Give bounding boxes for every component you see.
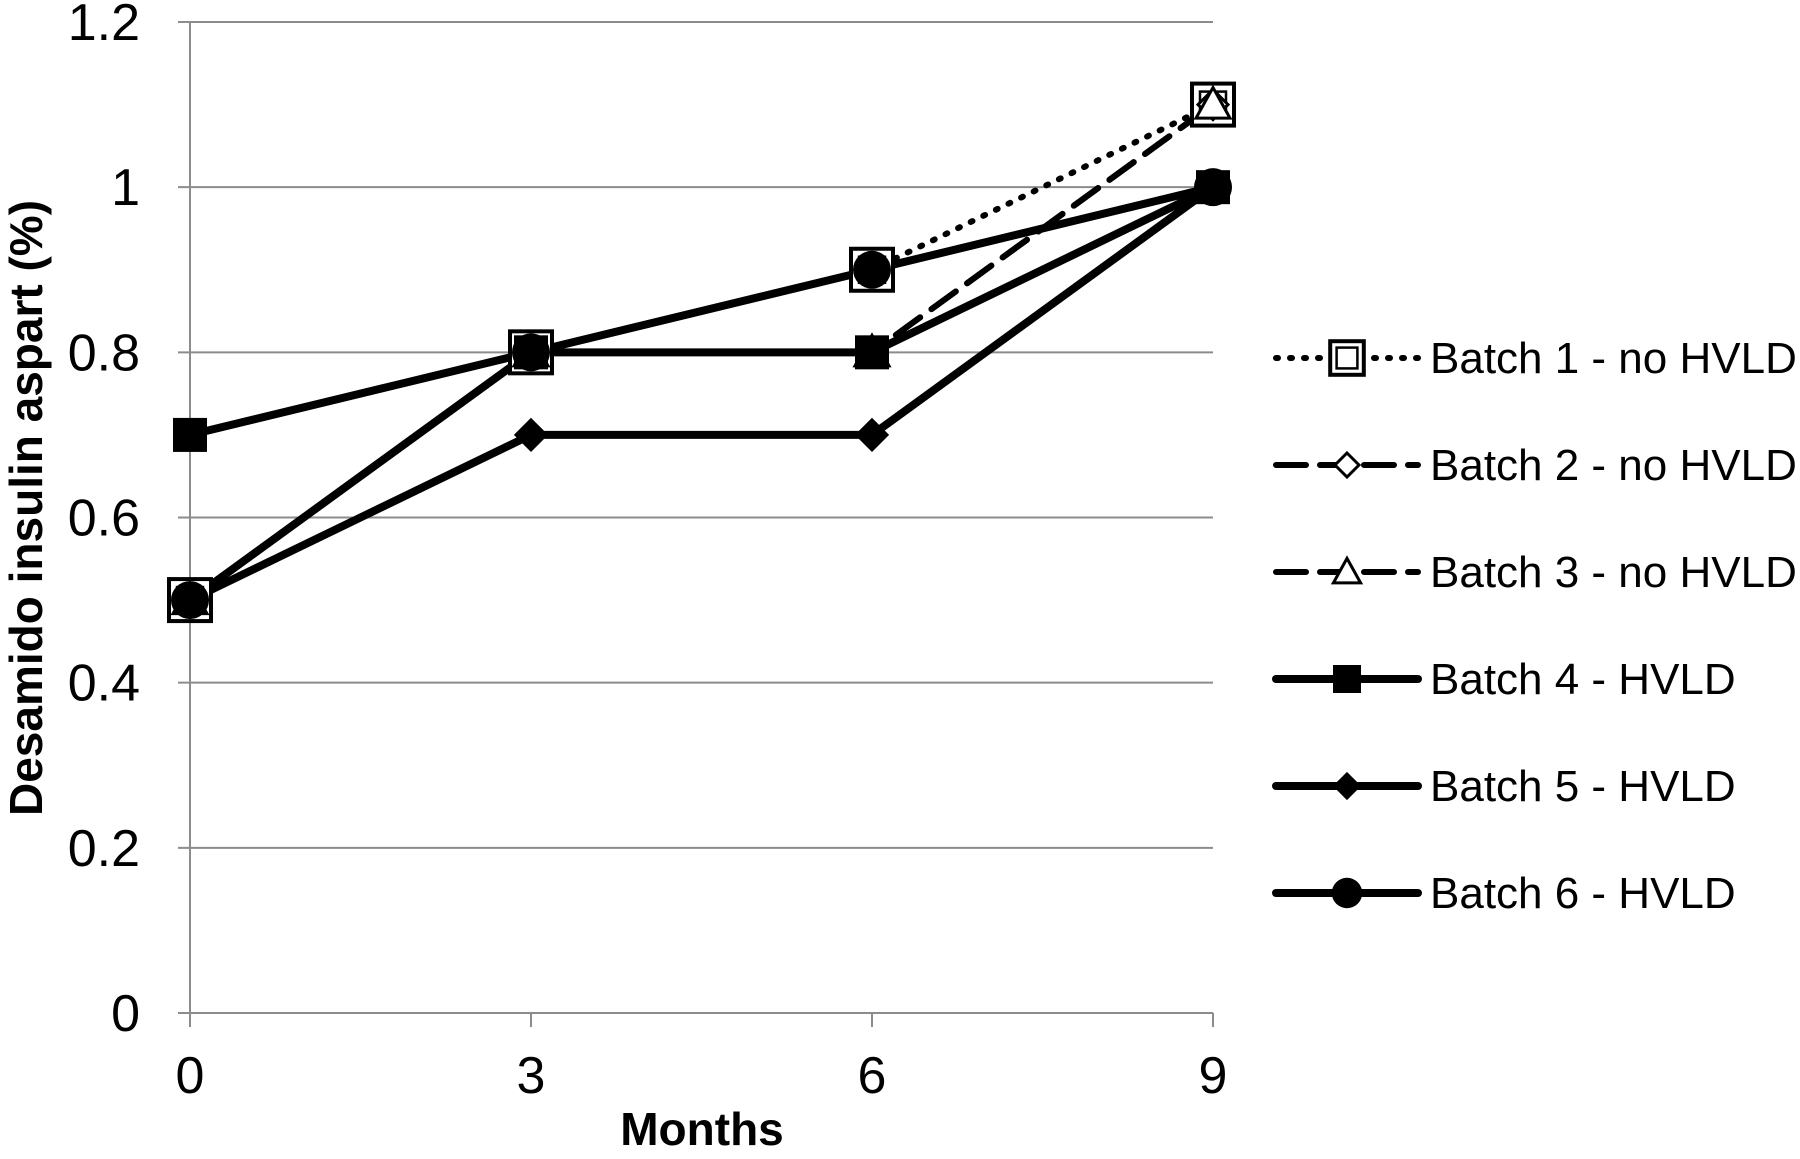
x-tick-label: 6 (858, 1047, 887, 1105)
y-tick-label: 1.2 (68, 0, 140, 52)
legend: Batch 1 - no HVLD Batch 2 - no HVLD Batch … (1272, 334, 1797, 918)
x-tick-label: 0 (176, 1047, 205, 1105)
data-point-series-6 (1194, 168, 1232, 207)
grid-lines (178, 21, 1213, 849)
data-point-series-3 (1193, 84, 1233, 120)
series-markers (167, 81, 1236, 624)
series-line-4 (186, 183, 1217, 439)
legend-label: Batch 4 - HVLD (1430, 655, 1736, 704)
legend-marker (1332, 771, 1362, 801)
legend-marker (1330, 555, 1364, 585)
x-tick-label: 3 (517, 1047, 546, 1105)
series-lines (186, 101, 1217, 605)
legend-label: Batch 5 - HVLD (1430, 762, 1736, 811)
y-tick-label: 0.6 (68, 490, 140, 548)
data-point-series-5 (854, 417, 890, 453)
y-tick-label: 1 (111, 159, 140, 217)
data-point-series-4 (173, 417, 207, 452)
y-axis-title: Desamido insulin aspart (%) (0, 200, 52, 816)
legend-marker (1328, 339, 1366, 377)
legend-label: Batch 2 - no HVLD (1430, 441, 1797, 490)
axes (178, 22, 1214, 1027)
x-axis-title: Months (620, 1103, 784, 1155)
series-line-5 (186, 183, 1217, 605)
data-point-series-4 (855, 335, 889, 370)
legend-item: Batch 5 - HVLD (1272, 762, 1736, 811)
x-tick-labels: 0 3 6 9 (176, 1047, 1228, 1105)
y-tick-label: 0 (111, 985, 140, 1043)
legend-label: Batch 3 - no HVLD (1430, 548, 1797, 597)
legend-marker (1331, 877, 1363, 909)
series-line-6 (186, 183, 1217, 605)
data-point-series-5 (513, 417, 549, 453)
legend-item: Batch 6 - HVLD (1272, 869, 1736, 918)
legend-marker (1332, 450, 1362, 480)
data-point-series-6 (512, 333, 550, 372)
y-tick-labels: 0 0.2 0.4 0.6 0.8 1 1.2 (68, 0, 140, 1043)
legend-label: Batch 6 - HVLD (1430, 869, 1736, 918)
data-point-series-6 (853, 250, 891, 289)
data-point-series-6 (171, 581, 209, 620)
legend-item: Batch 3 - no HVLD (1273, 548, 1797, 597)
legend-marker-inner (1335, 346, 1359, 370)
y-tick-label: 0.2 (68, 820, 140, 878)
legend-item: Batch 4 - HVLD (1272, 655, 1736, 704)
legend-label: Batch 1 - no HVLD (1430, 334, 1797, 383)
legend-item: Batch 2 - no HVLD (1273, 441, 1797, 490)
legend-marker (1333, 665, 1361, 693)
y-tick-label: 0.8 (68, 324, 140, 382)
x-tick-label: 9 (1199, 1047, 1228, 1105)
legend-item: Batch 1 - no HVLD (1273, 334, 1797, 383)
y-tick-label: 0.4 (68, 655, 140, 713)
